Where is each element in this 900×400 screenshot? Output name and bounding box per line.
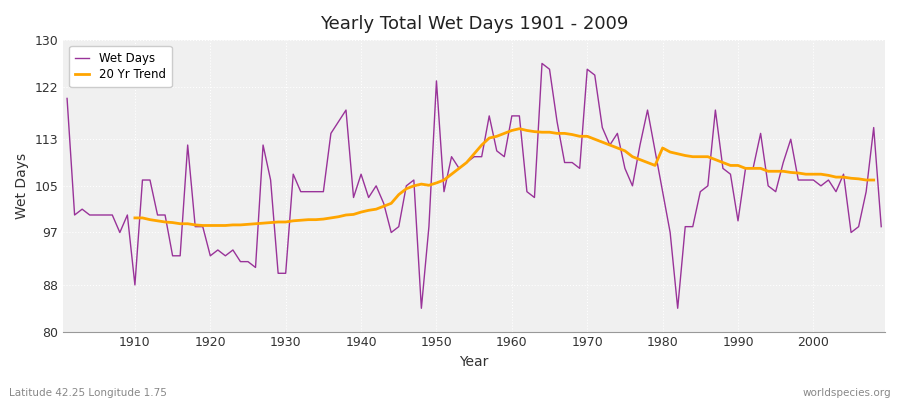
- Wet Days: [507, 114, 517, 118]
- 20 Yr Trend: [130, 216, 140, 220]
- 20 Yr Trend: [725, 163, 736, 168]
- 20 Yr Trend: [507, 128, 517, 133]
- Y-axis label: Wet Days: Wet Days: [15, 153, 29, 219]
- Line: 20 Yr Trend: 20 Yr Trend: [135, 129, 874, 226]
- 20 Yr Trend: [364, 208, 374, 213]
- Wet Days: [288, 172, 299, 176]
- 20 Yr Trend: [197, 223, 208, 228]
- Wet Days: [876, 224, 886, 229]
- Legend: Wet Days, 20 Yr Trend: Wet Days, 20 Yr Trend: [69, 46, 172, 87]
- Title: Yearly Total Wet Days 1901 - 2009: Yearly Total Wet Days 1901 - 2009: [320, 15, 628, 33]
- 20 Yr Trend: [514, 126, 525, 131]
- Wet Days: [333, 119, 344, 124]
- 20 Yr Trend: [310, 217, 321, 222]
- Wet Days: [416, 306, 427, 311]
- 20 Yr Trend: [868, 178, 879, 182]
- X-axis label: Year: Year: [460, 355, 489, 369]
- Wet Days: [536, 61, 547, 66]
- Wet Days: [612, 131, 623, 136]
- Wet Days: [62, 96, 73, 101]
- Text: Latitude 42.25 Longitude 1.75: Latitude 42.25 Longitude 1.75: [9, 388, 166, 398]
- 20 Yr Trend: [536, 130, 547, 135]
- Line: Wet Days: Wet Days: [68, 64, 881, 308]
- Text: worldspecies.org: worldspecies.org: [803, 388, 891, 398]
- Wet Days: [122, 212, 133, 217]
- 20 Yr Trend: [333, 214, 344, 219]
- Wet Days: [514, 114, 525, 118]
